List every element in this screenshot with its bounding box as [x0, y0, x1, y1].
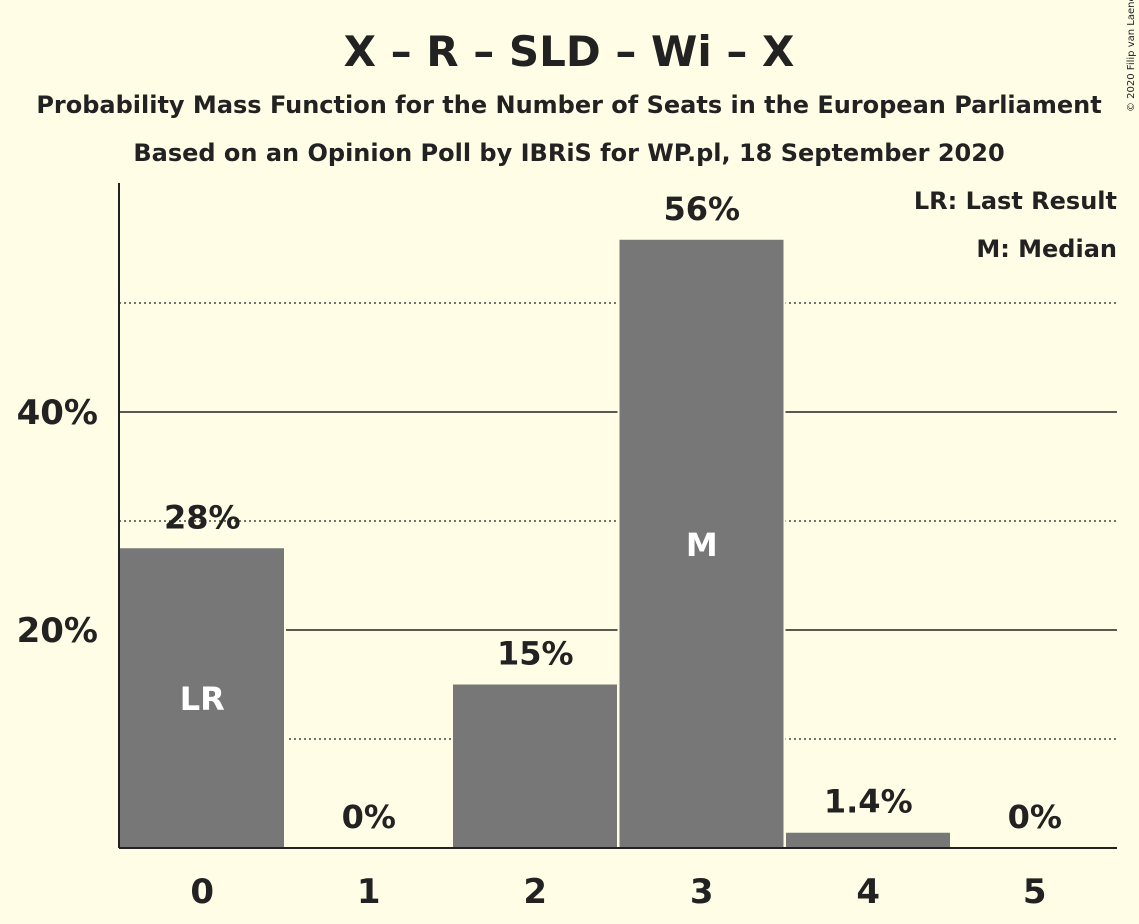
copyright-note: © 2020 Filip van Laenen: [1126, 0, 1137, 112]
y-tick-label: 40%: [17, 393, 98, 433]
chart-source-subtitle: Based on an Opinion Poll by IBRiS for WP…: [133, 139, 1004, 167]
x-tick-label: 5: [1023, 872, 1047, 912]
chart-subtitle: Probability Mass Function for the Number…: [36, 91, 1101, 119]
x-tick-label: 3: [690, 872, 714, 912]
chart-title: X – R – SLD – Wi – X: [344, 27, 795, 76]
bar-value-label: 1.4%: [824, 783, 913, 821]
bar-value-label: 0%: [342, 798, 396, 836]
y-tick-label: 20%: [17, 611, 98, 651]
bar-seats-0: [120, 548, 284, 848]
bar-seats-2: [453, 684, 617, 848]
bar-seats-3: [619, 239, 784, 848]
bar-value-label: 56%: [663, 190, 740, 228]
legend-median: M: Median: [976, 235, 1117, 263]
x-tick-label: 2: [523, 872, 547, 912]
bar-seats-4: [786, 832, 950, 848]
legend-last-result: LR: Last Result: [914, 187, 1117, 215]
bar-value-label: 28%: [164, 498, 241, 536]
bar-marker-lr: LR: [180, 680, 225, 718]
x-tick-label: 1: [357, 872, 381, 912]
bar-marker-m: M: [686, 526, 718, 564]
x-tick-label: 4: [856, 872, 880, 912]
bar-value-label: 15%: [497, 635, 574, 673]
x-tick-label: 0: [190, 872, 214, 912]
bar-value-label: 0%: [1008, 798, 1062, 836]
